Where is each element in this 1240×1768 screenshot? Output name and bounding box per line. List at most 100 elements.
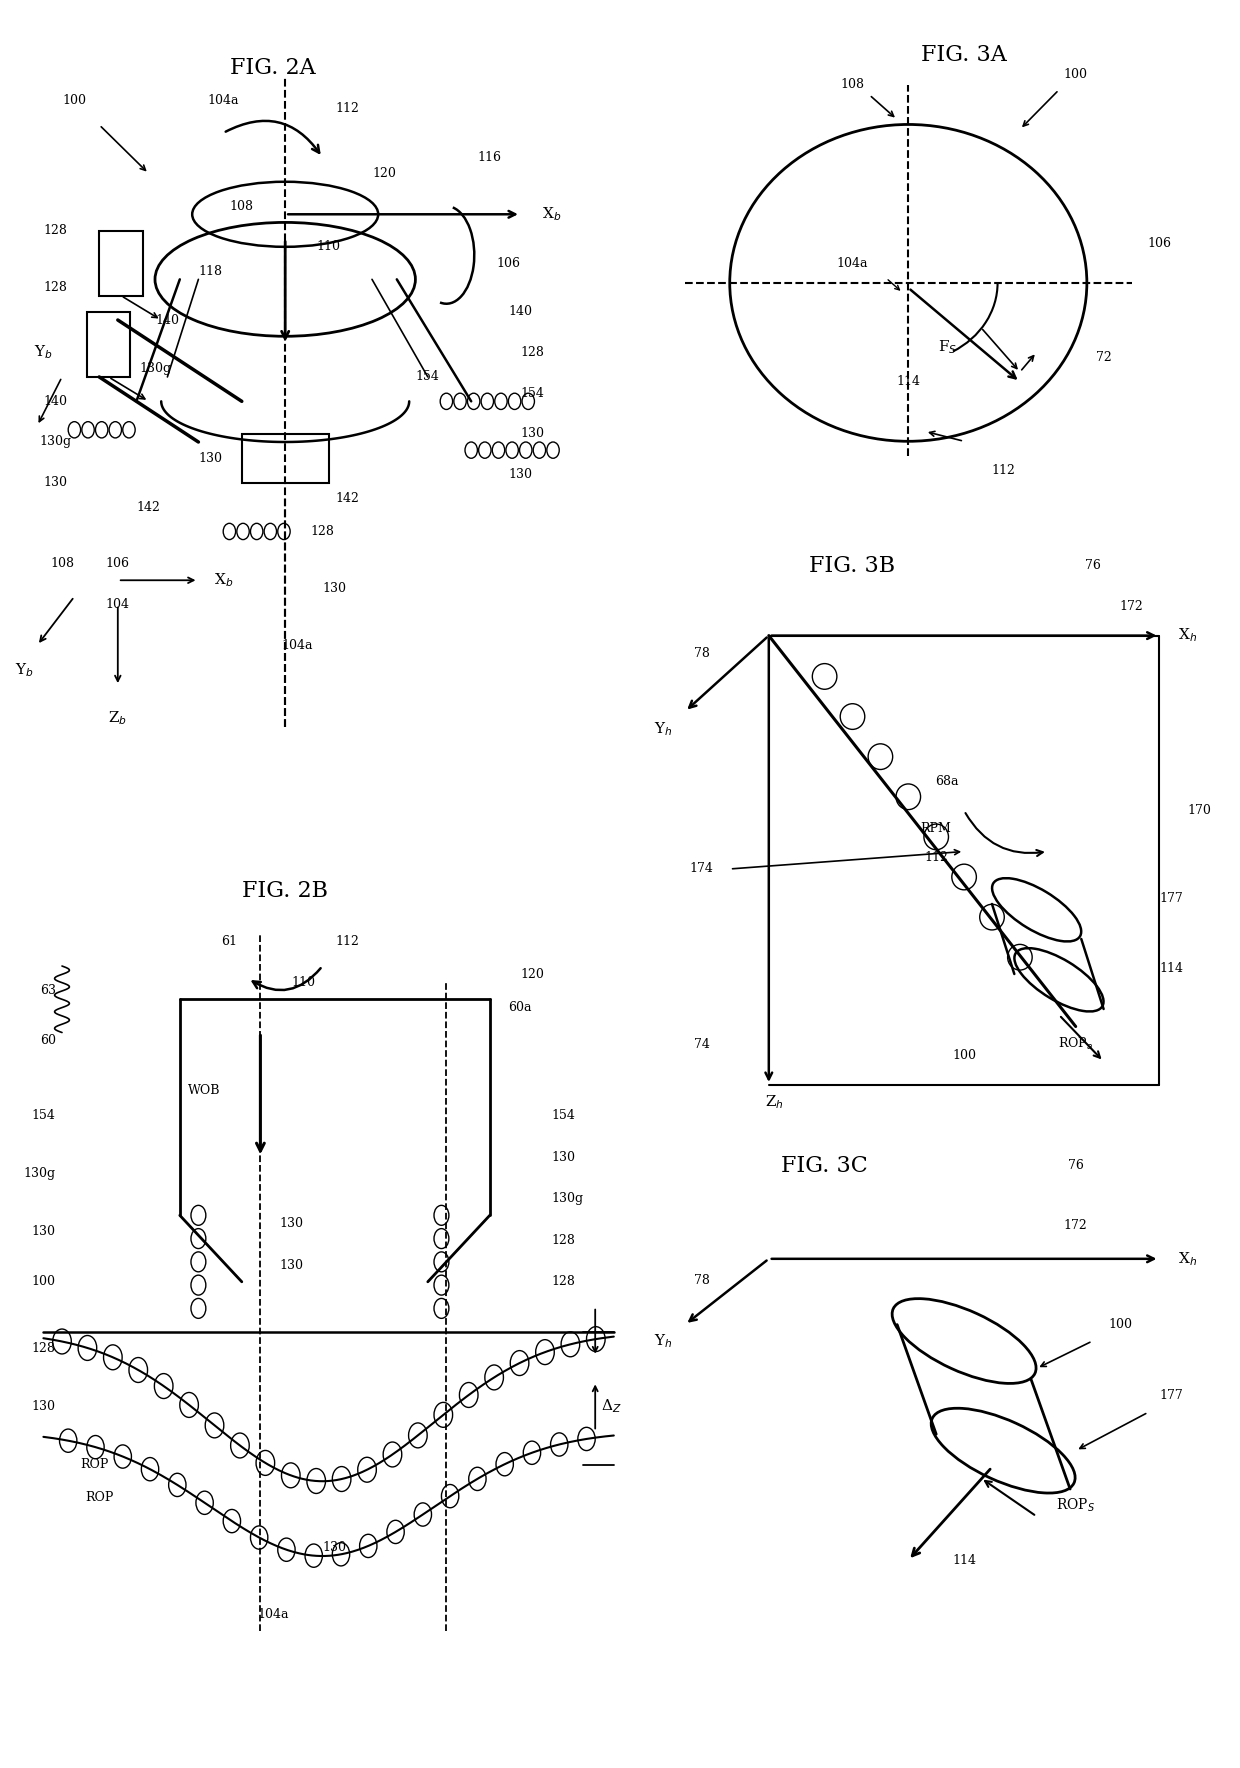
Text: 130: 130 xyxy=(279,1216,304,1231)
Text: 112: 112 xyxy=(335,103,360,115)
Text: 106: 106 xyxy=(496,256,521,269)
Text: 78: 78 xyxy=(694,1275,709,1287)
Text: 104a: 104a xyxy=(207,94,239,106)
Text: Y$_h$: Y$_h$ xyxy=(653,1331,672,1351)
Text: 114: 114 xyxy=(1159,962,1183,974)
Text: FIG. 3C: FIG. 3C xyxy=(781,1155,868,1177)
Text: 130: 130 xyxy=(279,1259,304,1271)
Text: FIG. 2A: FIG. 2A xyxy=(229,57,316,80)
Text: Z$_h$: Z$_h$ xyxy=(765,1093,784,1112)
Text: 72: 72 xyxy=(1096,350,1111,364)
Text: 130: 130 xyxy=(43,476,68,490)
Text: F$_S$: F$_S$ xyxy=(937,338,957,355)
Text: 154: 154 xyxy=(552,1109,575,1123)
Text: 140: 140 xyxy=(43,394,68,408)
Text: 177: 177 xyxy=(1159,1390,1183,1402)
Text: 112: 112 xyxy=(924,850,949,865)
Text: 112: 112 xyxy=(991,465,1016,477)
Text: 130: 130 xyxy=(32,1400,56,1413)
Text: 130: 130 xyxy=(508,469,532,481)
Text: X$_h$: X$_h$ xyxy=(1178,1250,1197,1268)
Text: 120: 120 xyxy=(521,967,544,981)
Text: 68a: 68a xyxy=(936,774,959,789)
Text: 106: 106 xyxy=(1147,237,1172,249)
Text: ROP: ROP xyxy=(86,1492,113,1505)
Text: 114: 114 xyxy=(952,1554,976,1566)
Text: X$_b$: X$_b$ xyxy=(213,571,233,589)
Text: 112: 112 xyxy=(335,935,360,948)
Text: X$_h$: X$_h$ xyxy=(1178,626,1197,645)
Text: ROP: ROP xyxy=(81,1459,109,1471)
Text: 128: 128 xyxy=(552,1275,575,1289)
Text: 128: 128 xyxy=(43,225,68,237)
Text: 142: 142 xyxy=(335,493,360,506)
Text: 140: 140 xyxy=(508,306,532,318)
Text: 130: 130 xyxy=(198,453,223,465)
Text: 128: 128 xyxy=(521,347,544,359)
Text: 120: 120 xyxy=(372,168,397,180)
Text: 106: 106 xyxy=(105,557,130,571)
Bar xyxy=(99,230,143,295)
Text: 100: 100 xyxy=(952,1048,976,1063)
Text: 130g: 130g xyxy=(40,435,72,449)
Text: 130: 130 xyxy=(552,1151,575,1163)
Text: 130: 130 xyxy=(322,582,347,594)
Text: 78: 78 xyxy=(694,647,709,659)
Text: 130g: 130g xyxy=(24,1167,56,1181)
Text: 108: 108 xyxy=(229,200,254,212)
Text: 108: 108 xyxy=(841,78,864,92)
Text: 130g: 130g xyxy=(139,362,171,375)
Text: X$_b$: X$_b$ xyxy=(542,205,562,223)
Text: 104: 104 xyxy=(105,598,130,612)
Text: 130: 130 xyxy=(521,428,544,440)
Text: 74: 74 xyxy=(694,1038,709,1050)
Text: 154: 154 xyxy=(32,1109,56,1123)
Text: 116: 116 xyxy=(477,150,502,164)
Text: Δ$_Z$: Δ$_Z$ xyxy=(601,1397,622,1416)
Text: 128: 128 xyxy=(310,525,335,537)
Text: 60a: 60a xyxy=(508,1001,532,1015)
Text: 172: 172 xyxy=(1064,1220,1087,1232)
Text: 170: 170 xyxy=(1188,804,1211,817)
Text: 128: 128 xyxy=(43,281,68,293)
Text: 154: 154 xyxy=(521,387,544,400)
Text: Y$_b$: Y$_b$ xyxy=(33,343,53,361)
Text: Z$_b$: Z$_b$ xyxy=(108,709,128,727)
Text: 128: 128 xyxy=(32,1342,56,1354)
Text: 100: 100 xyxy=(1064,69,1087,81)
Text: 76: 76 xyxy=(1068,1160,1084,1172)
Bar xyxy=(87,311,130,377)
Text: 130: 130 xyxy=(322,1542,347,1554)
Text: ROP$_a$: ROP$_a$ xyxy=(1058,1036,1094,1052)
Text: 63: 63 xyxy=(40,985,56,997)
Text: 100: 100 xyxy=(1109,1319,1132,1331)
Text: 130g: 130g xyxy=(552,1192,584,1206)
Bar xyxy=(242,433,329,483)
Text: 104a: 104a xyxy=(281,638,314,652)
Text: 76: 76 xyxy=(1085,559,1100,573)
Text: 154: 154 xyxy=(415,371,440,384)
Text: 61: 61 xyxy=(222,935,237,948)
Text: 110: 110 xyxy=(291,976,316,988)
Text: FIG. 3B: FIG. 3B xyxy=(810,555,895,576)
Text: 118: 118 xyxy=(198,265,223,278)
Text: 100: 100 xyxy=(62,94,87,106)
Text: FIG. 3A: FIG. 3A xyxy=(921,44,1007,65)
Text: 172: 172 xyxy=(1120,599,1143,613)
Text: 104a: 104a xyxy=(837,256,868,269)
Text: 60: 60 xyxy=(40,1034,56,1047)
Text: 110: 110 xyxy=(316,240,341,253)
Text: 177: 177 xyxy=(1159,891,1183,905)
Text: Y$_h$: Y$_h$ xyxy=(653,720,672,737)
Text: 128: 128 xyxy=(552,1234,575,1246)
Text: 174: 174 xyxy=(689,863,714,875)
Text: 130: 130 xyxy=(32,1225,56,1238)
Text: 108: 108 xyxy=(50,557,74,571)
Text: FIG. 2B: FIG. 2B xyxy=(242,880,329,902)
Text: 100: 100 xyxy=(32,1275,56,1289)
Text: Y$_b$: Y$_b$ xyxy=(15,661,35,679)
Text: 140: 140 xyxy=(155,313,180,327)
Text: 104a: 104a xyxy=(257,1607,289,1621)
Text: RPM: RPM xyxy=(921,822,951,834)
Text: 114: 114 xyxy=(897,375,920,389)
